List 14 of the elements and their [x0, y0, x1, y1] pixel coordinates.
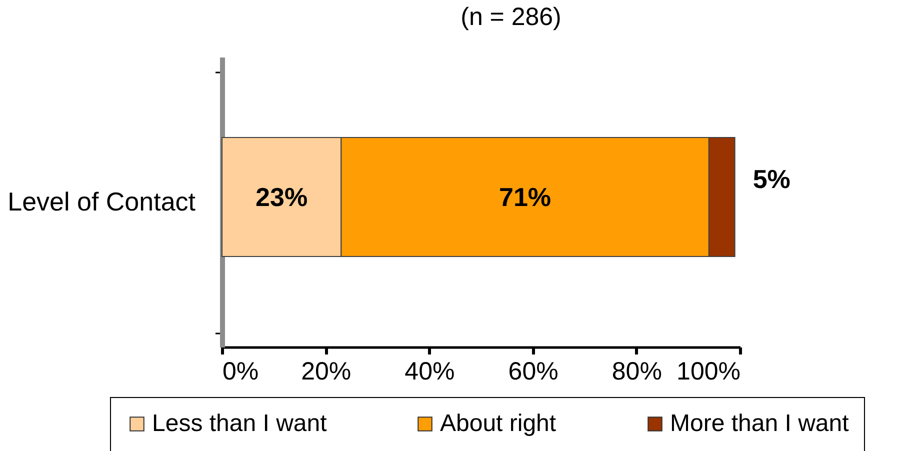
x-tick-label: 60% [508, 358, 558, 386]
chart-title: (n = 286) [460, 3, 562, 31]
legend-label: About right [440, 410, 556, 437]
legend-label: More than I want [670, 410, 850, 437]
y-tick-label: Level of Contact [8, 186, 196, 216]
data-label: 23% [256, 182, 308, 212]
x-tick-label: 80% [612, 358, 662, 386]
x-tick-label: 20% [301, 358, 352, 386]
data-label: 71% [499, 182, 552, 212]
x-tick-label: 40% [404, 358, 455, 386]
data-label: 5% [752, 164, 790, 194]
legend-label: Less than I want [152, 410, 328, 437]
x-tick-label: 100% [676, 358, 740, 386]
x-tick-label: 0% [222, 358, 259, 386]
